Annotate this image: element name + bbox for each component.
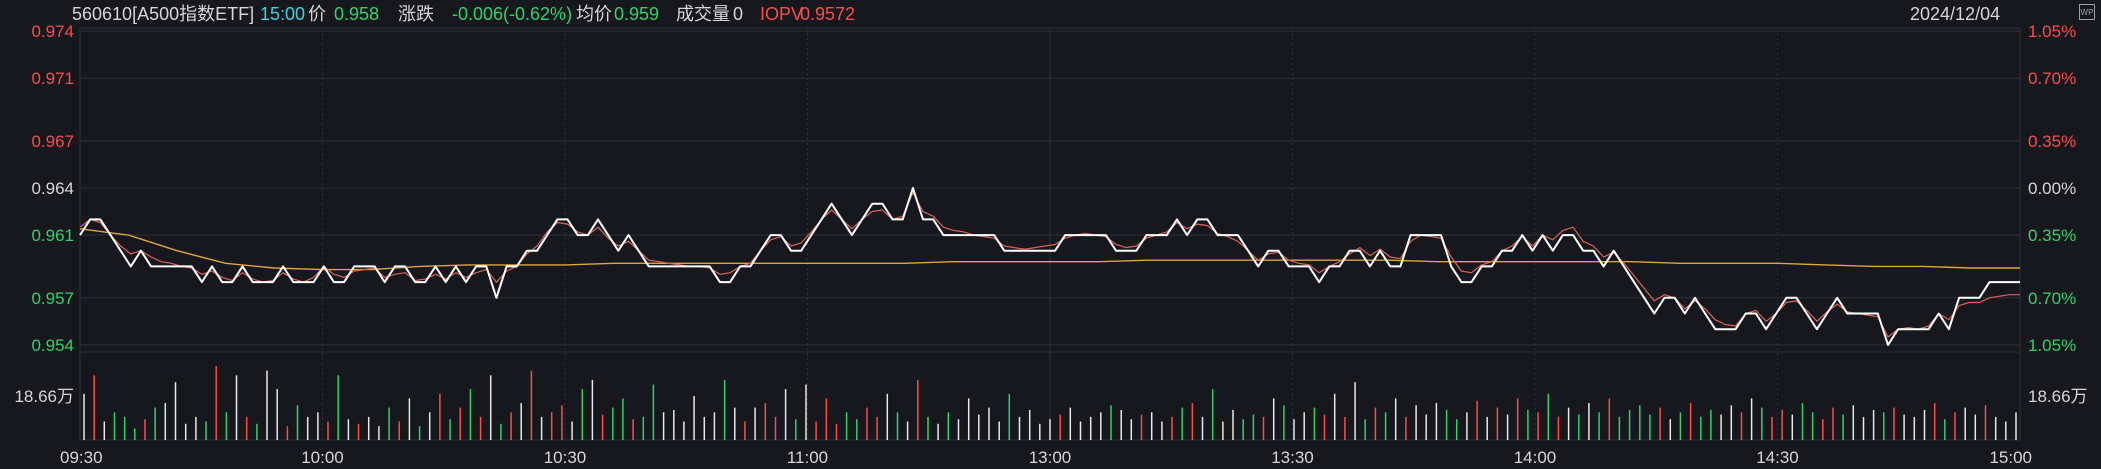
y-tick-label-right: 0.70% <box>2028 289 2076 308</box>
wp-icon[interactable]: WP <box>2079 4 2095 20</box>
x-tick-label: 09:30 <box>60 448 103 467</box>
change-value: -0.006(-0.62%) <box>452 4 573 24</box>
y-tick-label-left: 0.954 <box>31 336 74 355</box>
volume-value: 0 <box>733 4 744 24</box>
price-line <box>79 187 2020 346</box>
x-tick-label: 15:00 <box>1989 448 2032 467</box>
price-label: 价 <box>308 4 326 24</box>
avg-price-line <box>79 228 2020 271</box>
change-label: 涨跌 <box>398 4 434 24</box>
security-code: 560610[A500指数ETF] <box>72 4 255 24</box>
price-value: 0.958 <box>334 4 380 24</box>
quote-date: 2024/12/04 <box>1910 4 2001 24</box>
y-tick-label-left: 0.967 <box>31 132 74 151</box>
quote-time: 15:00 <box>260 4 306 24</box>
avg-value: 0.959 <box>614 4 660 24</box>
iopv-value: 0.9572 <box>800 4 856 24</box>
volume-axis-label-left: 18.66万 <box>14 387 74 406</box>
x-tick-label: 14:30 <box>1756 448 1799 467</box>
x-tick-label: 13:30 <box>1271 448 1314 467</box>
y-tick-label-right: 1.05% <box>2028 22 2076 41</box>
y-tick-label-left: 0.961 <box>31 226 74 245</box>
y-tick-label-left: 0.957 <box>31 289 74 308</box>
x-tick-label: 10:30 <box>544 448 587 467</box>
y-tick-label-left: 0.971 <box>31 69 74 88</box>
avg-label: 均价 <box>576 4 612 24</box>
x-tick-label: 13:00 <box>1029 448 1072 467</box>
x-tick-label: 14:00 <box>1514 448 1557 467</box>
x-tick-label: 10:00 <box>301 448 344 467</box>
y-tick-label-right: 0.35% <box>2028 226 2076 245</box>
y-tick-label-left: 0.964 <box>31 179 74 198</box>
y-tick-label-right: 1.05% <box>2028 336 2076 355</box>
iopv-label: IOPV <box>760 4 804 24</box>
volume-header-label: 成交量 <box>676 4 730 24</box>
y-tick-label-right: 0.70% <box>2028 69 2076 88</box>
y-tick-label-left: 0.974 <box>31 22 74 41</box>
y-tick-label-right: 0.35% <box>2028 132 2076 151</box>
chart-header: 560610[A500指数ETF] 15:00 价 0.958 涨跌 -0.00… <box>0 0 2101 28</box>
y-tick-label-right: 0.00% <box>2028 179 2076 198</box>
x-tick-label: 11:00 <box>787 448 828 467</box>
volume-axis-label-right: 18.66万 <box>2028 387 2088 406</box>
